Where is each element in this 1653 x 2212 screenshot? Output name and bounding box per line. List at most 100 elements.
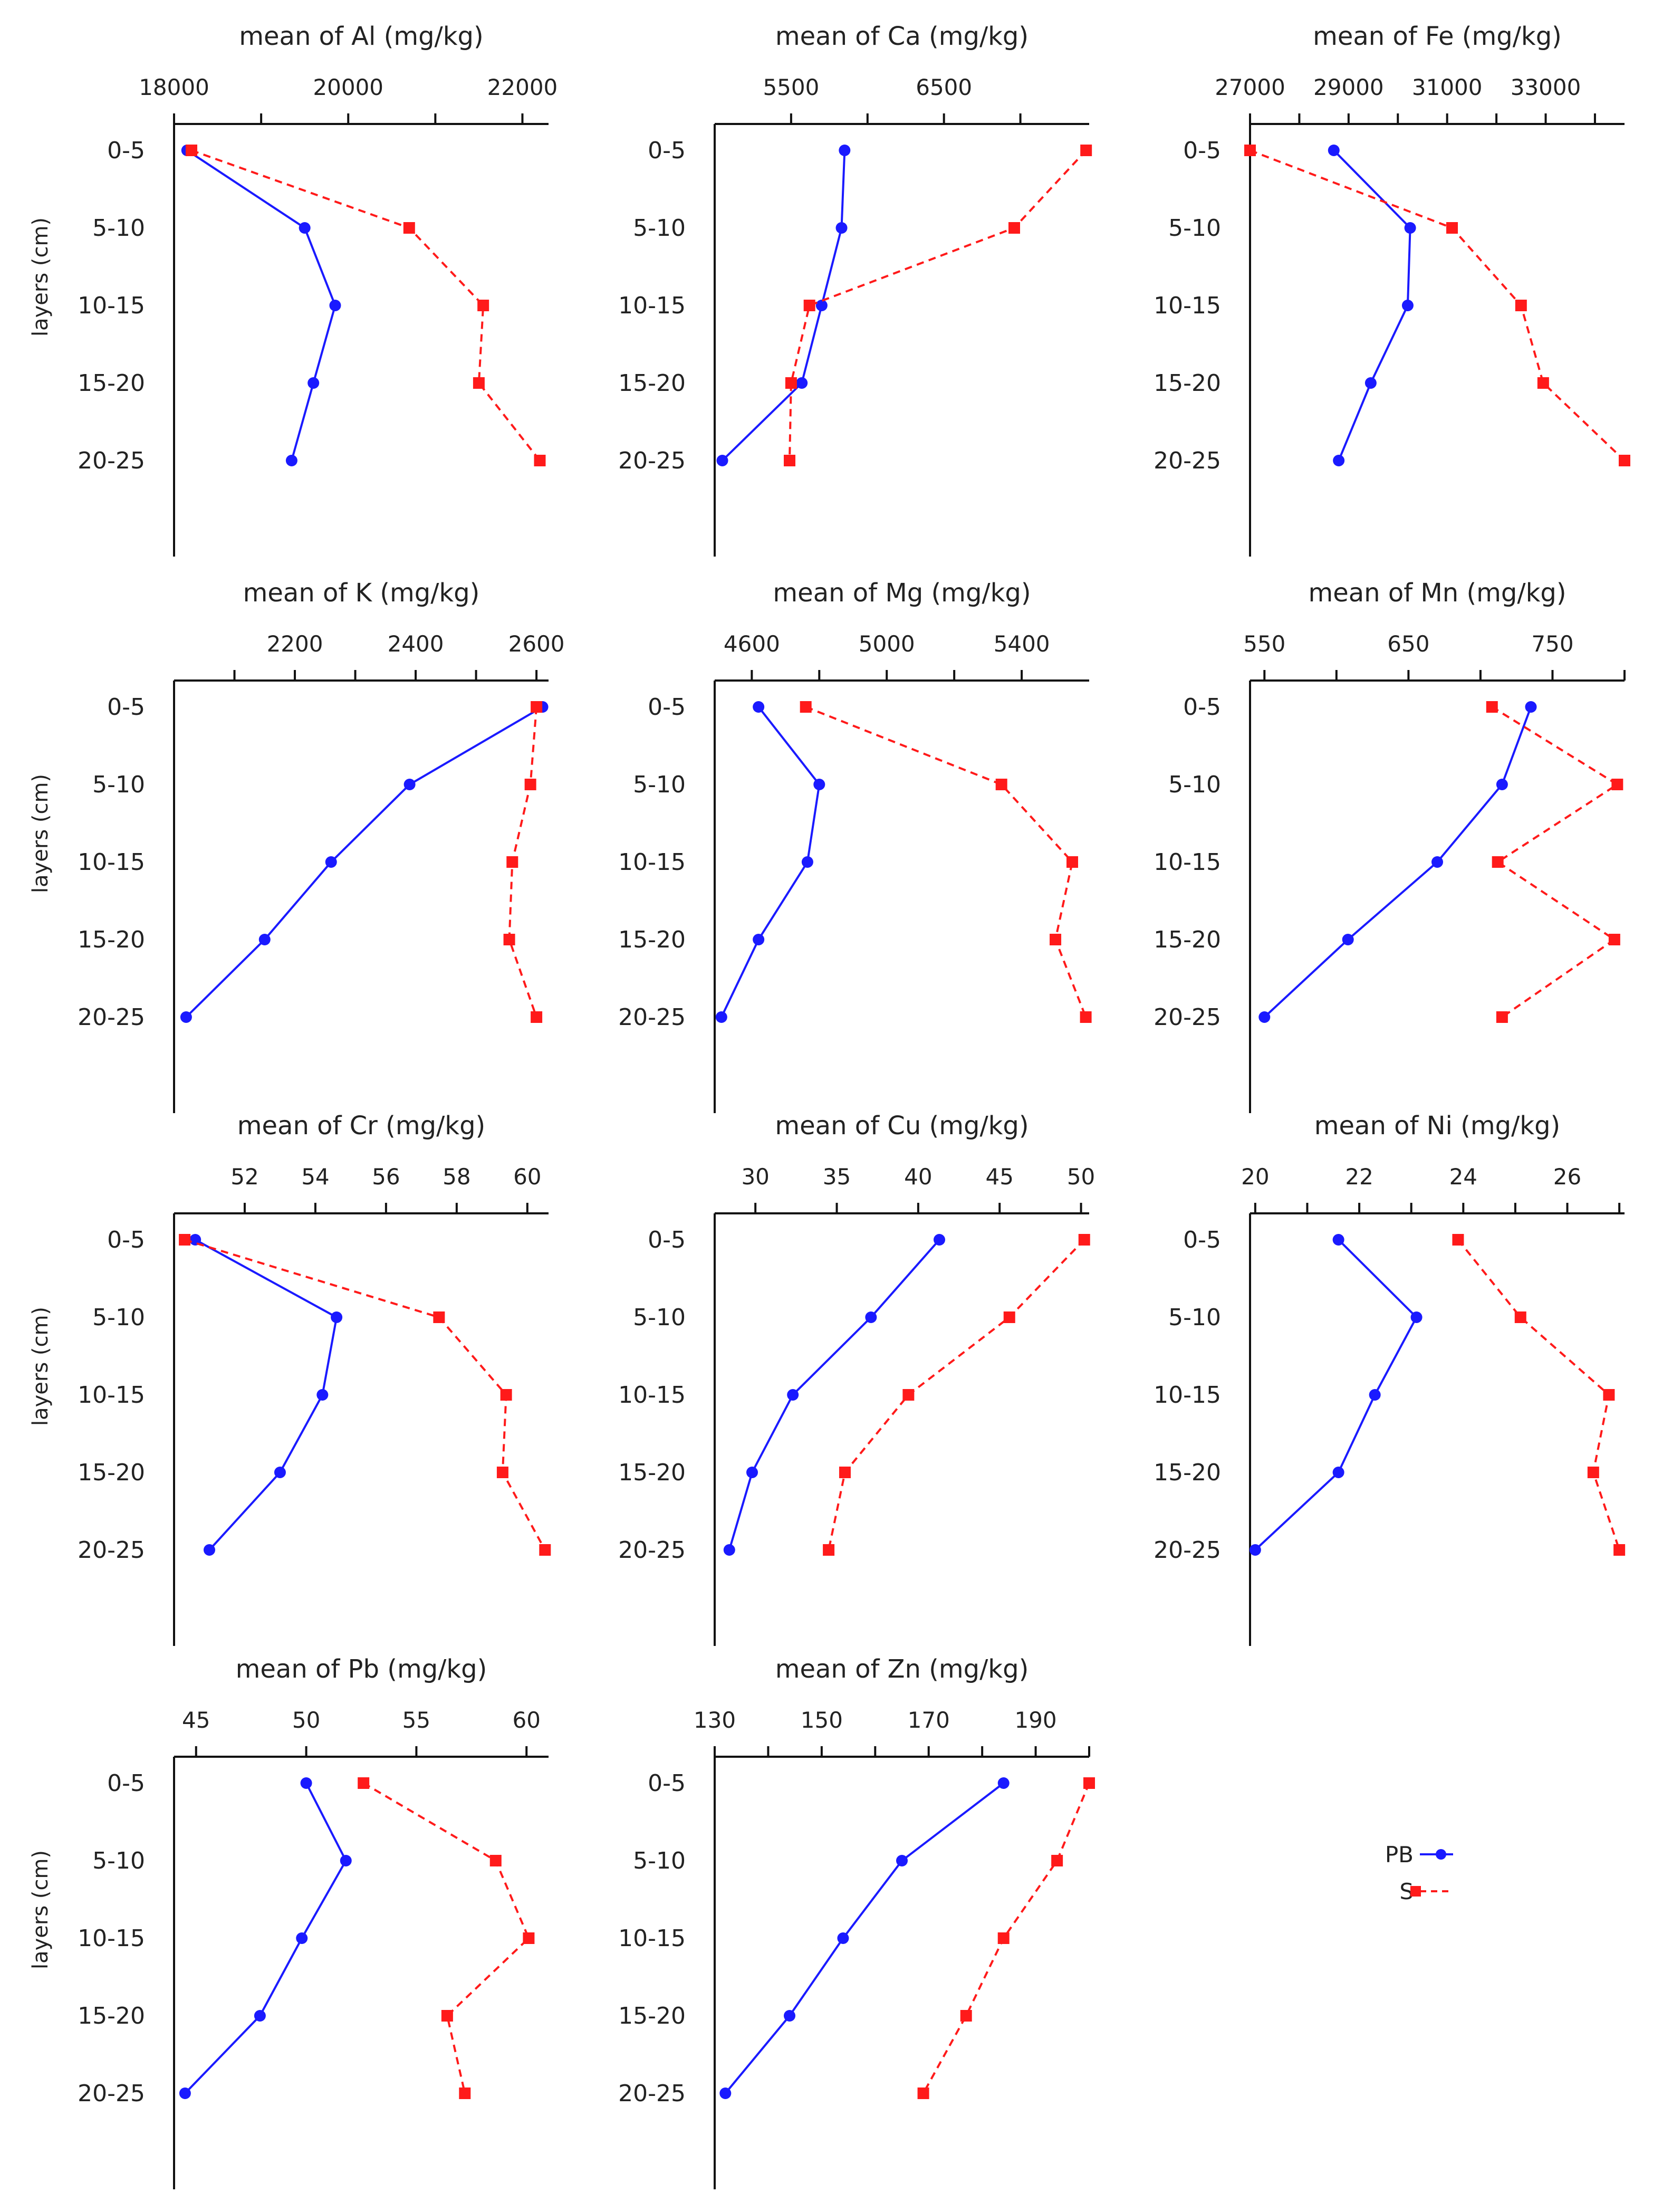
series-line-s-ca [789,149,1087,461]
point-pb-cu [934,1234,945,1246]
x-tick-label-mg: 4600 [724,631,780,657]
x-tick-label-pb: 45 [182,1707,210,1733]
panel-cr: mean of Cr (mg/kg) 52 54 56 58 60 0-5 5-10 10-15… [28,1111,551,1646]
point-s-al [186,145,198,156]
y-tick-label-fe: 20-25 [1154,447,1221,474]
series-line-pb-ni [1254,1239,1418,1551]
panel-title-al: mean of Al (mg/kg) [239,22,483,51]
x-tick-label-ca: 6500 [916,74,972,100]
y-tick-label-fe: 0-5 [1183,137,1221,164]
point-s-ca [803,300,815,311]
y-tick-label-pb: 0-5 [107,1770,145,1797]
point-pb-mn [1525,701,1537,713]
y-tick-label-mn: 15-20 [1154,926,1221,953]
x-tick-label-cr: 56 [372,1164,400,1190]
point-pb-k [180,1011,192,1023]
x-tick-label-ca: 5500 [763,74,819,100]
point-s-pb [459,2087,471,2099]
point-pb-zn [719,2087,732,2099]
point-s-mg [1050,934,1062,945]
point-s-mn [1496,1011,1508,1023]
y-tick-label-zn: 0-5 [648,1770,686,1797]
series-line-pb-mn [1263,706,1532,1018]
y-tick-label-ca: 20-25 [618,447,686,474]
x-tick-label-cr: 60 [513,1164,541,1190]
panel-title-fe: mean of Fe (mg/kg) [1313,22,1562,51]
panel-fe: mean of Fe (mg/kg) 27000 29000 31000 33000 0-… [1154,22,1630,557]
point-pb-zn [997,1777,1010,1789]
y-tick-label-al: 15-20 [78,370,145,397]
point-s-cu [839,1467,851,1478]
point-pb-k [325,856,337,868]
y-tick-label-cr: 10-15 [78,1382,145,1409]
panel-title-k: mean of K (mg/kg) [243,578,480,608]
point-pb-fe [1401,300,1414,311]
x-tick-label-cu: 35 [823,1164,851,1190]
point-pb-pb [254,2010,266,2022]
x-tick-label-ni: 26 [1553,1164,1581,1190]
point-pb-mg [753,701,765,713]
series-line-pb-pb [184,1783,348,2094]
panel-ca: mean of Ca (mg/kg) 5500 6500 0-5 5-10 10-15 15… [618,22,1092,557]
x-tick-label-cu: 45 [985,1164,1013,1190]
point-pb-mn [1431,856,1443,868]
x-tick-label-pb: 50 [292,1707,320,1733]
series-line-s-al [191,149,541,462]
y-tick-label-k: 20-25 [78,1004,145,1031]
point-pb-ni [1332,1234,1344,1246]
x-tick-label-cr: 52 [230,1164,258,1190]
point-s-zn [997,1932,1010,1944]
point-s-k [531,1011,543,1023]
y-tick-label-al: 10-15 [78,292,145,319]
x-tick-label-ni: 22 [1345,1164,1373,1190]
point-pb-cr [274,1467,286,1478]
panel-title-pb: mean of Pb (mg/kg) [236,1654,487,1684]
point-s-zn [960,2010,972,2022]
y-tick-label-fe: 5-10 [1168,215,1221,242]
y-tick-label-mg: 5-10 [633,771,686,798]
panel-title-ni: mean of Ni (mg/kg) [1314,1111,1561,1141]
point-s-ni [1587,1467,1599,1478]
point-pb-mg [813,779,825,790]
y-tick-label-mn: 5-10 [1168,771,1221,798]
legend-marker-pb [1436,1849,1446,1860]
y-tick-label-al: 5-10 [92,215,145,242]
panel-title-mn: mean of Mn (mg/kg) [1308,578,1566,608]
y-axis-title-al: layers (cm) [28,217,53,337]
point-s-mn [1611,779,1623,790]
panel-title-cr: mean of Cr (mg/kg) [237,1111,486,1141]
point-pb-mg [753,934,765,945]
x-tick-label-zn: 130 [694,1707,736,1733]
panel-cu: mean of Cu (mg/kg)30 35 40 45 50 0-5 5-10 10-15… [618,1111,1095,1646]
point-pb-mn [1342,934,1354,945]
y-tick-label-pb: 5-10 [92,1847,145,1874]
x-tick-label-zn: 190 [1014,1707,1056,1733]
y-tick-label-cu: 15-20 [618,1459,686,1486]
point-s-zn [1083,1777,1095,1789]
y-tick-label-fe: 10-15 [1154,292,1221,319]
x-tick-label-zn: 170 [908,1707,950,1733]
x-tick-label-fe: 29000 [1313,74,1384,100]
y-tick-label-cr: 15-20 [78,1459,145,1486]
point-pb-ni [1369,1389,1381,1401]
point-s-cr [539,1544,551,1556]
point-s-cu [823,1544,835,1556]
x-tick-label-mn: 650 [1387,631,1429,657]
panel-zn: mean of Zn (mg/kg) 130 150 170 190 0-5 5-10 10-… [618,1654,1095,2189]
x-tick-label-cu: 50 [1067,1164,1095,1190]
point-s-mn [1486,701,1498,713]
point-pb-cr [203,1544,215,1556]
panel-pb: mean of Pb (mg/kg) 45 50 55 60 0-5 5-10 10-15 15… [28,1654,549,2189]
point-s-mn [1492,856,1504,868]
series-line-s-cr [184,1239,546,1550]
series-line-pb-zn [724,1782,1004,2094]
x-tick-label-al: 20000 [313,74,383,100]
legend: PB S [1385,1842,1453,1904]
panel-mg: mean of Mg (mg/kg) 4600 5000 5400 0-5 5-10 10-… [618,578,1092,1113]
point-s-ni [1514,1311,1526,1323]
point-pb-zn [837,1932,849,1944]
point-pb-cu [746,1467,758,1478]
point-s-k [524,779,536,790]
panel-title-zn: mean of Zn (mg/kg) [775,1654,1029,1684]
panel-title-mg: mean of Mg (mg/kg) [773,578,1031,608]
